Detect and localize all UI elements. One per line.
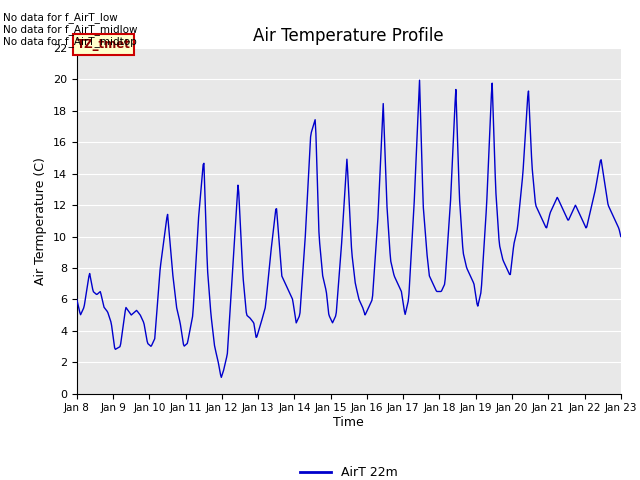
Text: No data for f_AirT_low: No data for f_AirT_low: [3, 12, 118, 23]
Title: Air Temperature Profile: Air Temperature Profile: [253, 27, 444, 45]
Text: No data for f_AirT_midtop: No data for f_AirT_midtop: [3, 36, 137, 47]
Text: TZ_tmet: TZ_tmet: [77, 38, 131, 51]
X-axis label: Time: Time: [333, 416, 364, 429]
Legend: AirT 22m: AirT 22m: [295, 461, 403, 480]
Text: No data for f_AirT_midlow: No data for f_AirT_midlow: [3, 24, 138, 35]
Y-axis label: Air Termperature (C): Air Termperature (C): [35, 157, 47, 285]
